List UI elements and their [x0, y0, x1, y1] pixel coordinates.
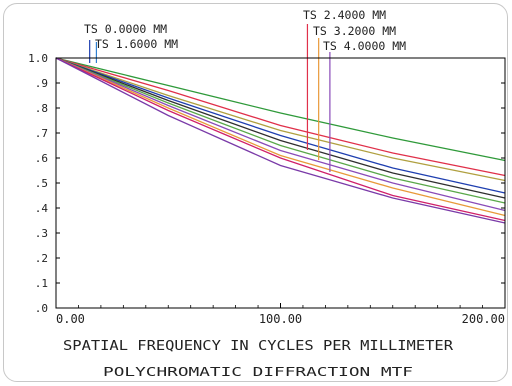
- y-axis: .0 .1 .2 .3 .4 .5 .6 .7 .8 .9 1.0: [28, 52, 505, 315]
- y-tick-label: .5: [35, 177, 48, 190]
- y-tick-label: .2: [35, 252, 48, 265]
- series-line-4: [55, 57, 506, 194]
- series-line-8: [55, 57, 506, 217]
- y-tick-label: .1: [35, 277, 48, 290]
- series-line-5: [55, 57, 506, 199]
- legend-label-2: TS 1.6000 MM: [95, 37, 178, 51]
- y-tick-label: .9: [35, 77, 48, 90]
- series-line-6: [55, 57, 506, 204]
- x-axis: 0.00 100.00 200.00: [55, 303, 506, 326]
- series-line-7: [55, 57, 506, 212]
- legend-label-5: TS 4.0000 MM: [323, 39, 406, 53]
- x-tick-label: 0.00: [56, 312, 85, 326]
- legend-label-1: TS 0.0000 MM: [84, 22, 167, 36]
- series-line-9: [55, 57, 506, 222]
- legend-label-4: TS 3.2000 MM: [313, 24, 396, 38]
- x-axis-label: SPATIAL FREQUENCY IN CYCLES PER MILLIMET…: [63, 339, 453, 354]
- y-tick-label: 1.0: [28, 52, 48, 65]
- series-line-10: [55, 57, 506, 224]
- series-line-3: [55, 57, 506, 182]
- y-tick-label: .0: [35, 302, 48, 315]
- series-layer: [55, 57, 506, 224]
- series-line-1: [55, 57, 506, 162]
- chart-title: POLYCHROMATIC DIFFRACTION MTF: [103, 364, 413, 379]
- y-tick-label: .6: [35, 152, 48, 165]
- y-tick-label: .7: [35, 127, 48, 140]
- x-tick-label: 200.00: [462, 312, 505, 326]
- x-tick-label: 100.00: [259, 312, 302, 326]
- series-line-2: [55, 57, 506, 177]
- y-tick-label: .8: [35, 102, 48, 115]
- y-tick-label: .3: [35, 227, 48, 240]
- y-tick-label: .4: [35, 202, 49, 215]
- legend-label-3: TS 2.4000 MM: [303, 8, 386, 22]
